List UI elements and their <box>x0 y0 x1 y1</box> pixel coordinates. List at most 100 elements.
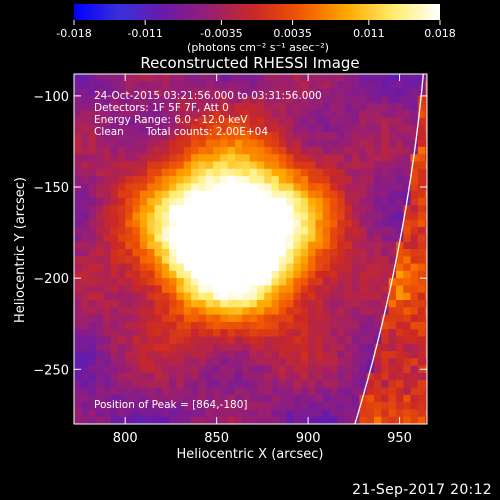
heatmap-pixel <box>88 205 97 214</box>
heatmap-pixel <box>293 307 302 316</box>
heatmap-pixel <box>425 197 427 206</box>
heatmap-pixel <box>410 365 419 374</box>
heatmap-pixel <box>191 409 199 418</box>
heatmap-pixel <box>81 409 90 418</box>
heatmap-pixel <box>293 168 302 177</box>
heatmap-pixel <box>403 176 412 184</box>
heatmap-pixel <box>183 380 192 389</box>
heatmap-pixel <box>117 117 126 126</box>
heatmap-pixel <box>403 81 412 90</box>
heatmap-pixel <box>315 146 324 155</box>
heatmap-pixel <box>293 256 302 265</box>
heatmap-pixel <box>213 365 221 374</box>
heatmap-pixel <box>278 168 287 177</box>
heatmap-pixel <box>205 103 214 112</box>
heatmap-pixel <box>344 154 353 163</box>
heatmap-pixel <box>315 402 324 411</box>
heatmap-pixel <box>395 110 404 119</box>
heatmap-pixel <box>110 95 119 104</box>
heatmap-pixel <box>154 358 163 367</box>
heatmap-pixel <box>359 88 368 97</box>
heatmap-pixel <box>344 103 353 112</box>
heatmap-pixel <box>352 132 360 141</box>
heatmap-pixel <box>220 263 229 272</box>
heatmap-pixel <box>103 314 112 323</box>
heatmap-pixel <box>161 168 170 177</box>
heatmap-pixel <box>95 256 104 265</box>
heatmap-pixel <box>183 343 192 352</box>
heatmap-pixel <box>132 314 141 323</box>
heatmap-pixel <box>293 190 302 199</box>
heatmap-pixel <box>249 168 258 177</box>
heatmap-pixel <box>278 227 287 236</box>
heatmap-pixel <box>139 190 148 199</box>
heatmap-pixel <box>337 197 346 206</box>
heatmap-pixel <box>205 292 214 301</box>
heatmap-pixel <box>125 394 134 403</box>
heatmap-pixel <box>425 95 427 104</box>
heatmap-pixel <box>191 81 199 90</box>
heatmap-pixel <box>308 321 317 330</box>
heatmap-pixel <box>271 336 280 345</box>
heatmap-pixel <box>395 321 404 330</box>
heatmap-pixel <box>191 372 199 381</box>
heatmap-pixel <box>95 183 104 192</box>
heatmap-pixel <box>366 380 375 389</box>
heatmap-pixel <box>205 125 214 133</box>
heatmap-pixel <box>293 103 302 112</box>
heatmap-pixel <box>191 278 199 287</box>
heatmap-pixel <box>191 358 199 367</box>
heatmap-pixel <box>381 380 390 389</box>
heatmap-pixel <box>373 372 382 381</box>
heatmap-pixel <box>256 190 265 199</box>
heatmap-pixel <box>147 227 156 236</box>
heatmap-pixel <box>81 219 90 228</box>
heatmap-pixel <box>132 132 141 141</box>
heatmap-pixel <box>293 387 302 396</box>
heatmap-pixel <box>395 219 404 228</box>
heatmap-pixel <box>315 212 324 221</box>
heatmap-pixel <box>242 256 251 265</box>
heatmap-pixel <box>161 358 170 367</box>
heatmap-pixel <box>74 336 82 345</box>
heatmap-pixel <box>117 197 126 206</box>
heatmap-pixel <box>403 212 412 221</box>
heatmap-pixel <box>161 292 170 301</box>
heatmap-pixel <box>205 416 214 424</box>
heatmap-pixel <box>417 190 426 199</box>
heatmap-pixel <box>132 387 141 396</box>
heatmap-pixel <box>183 219 192 228</box>
heatmap-pixel <box>205 321 214 330</box>
heatmap-pixel <box>191 146 199 155</box>
heatmap-pixel <box>395 314 404 323</box>
heatmap-pixel <box>110 190 119 199</box>
heatmap-pixel <box>191 394 199 403</box>
heatmap-pixel <box>322 183 331 192</box>
heatmap-pixel <box>373 270 382 279</box>
heatmap-pixel <box>183 241 192 250</box>
heatmap-pixel <box>169 110 178 119</box>
heatmap-pixel <box>198 278 207 287</box>
heatmap-pixel <box>352 190 360 199</box>
heatmap-pixel <box>147 365 156 374</box>
heatmap-pixel <box>271 168 280 177</box>
heatmap-pixel <box>234 132 243 141</box>
heatmap-pixel <box>191 205 199 214</box>
heatmap-pixel <box>366 314 375 323</box>
heatmap-pixel <box>359 110 368 119</box>
heatmap-pixel <box>264 321 273 330</box>
heatmap-pixel <box>110 351 119 359</box>
heatmap-pixel <box>271 227 280 236</box>
heatmap-pixel <box>249 197 258 206</box>
heatmap-pixel <box>403 146 412 155</box>
heatmap-pixel <box>381 329 390 338</box>
heatmap-pixel <box>249 351 258 359</box>
heatmap-pixel <box>81 234 90 243</box>
heatmap-pixel <box>103 343 112 352</box>
heatmap-pixel <box>88 256 97 265</box>
heatmap-pixel <box>95 409 104 418</box>
heatmap-pixel <box>308 227 317 236</box>
heatmap-pixel <box>198 183 207 192</box>
heatmap-pixel <box>322 358 331 367</box>
heatmap-pixel <box>139 249 148 257</box>
